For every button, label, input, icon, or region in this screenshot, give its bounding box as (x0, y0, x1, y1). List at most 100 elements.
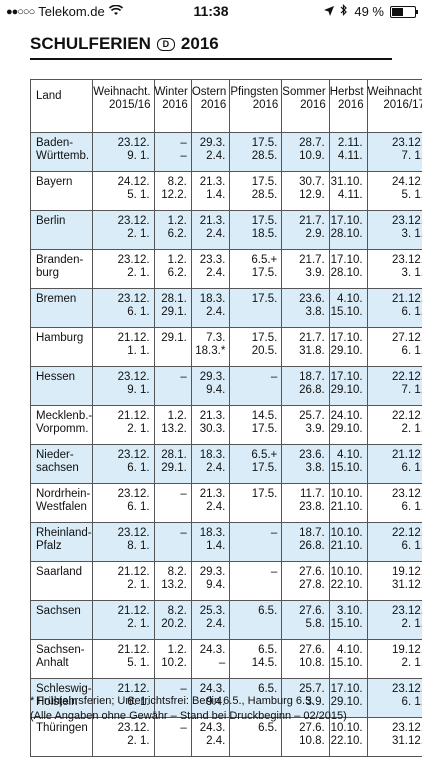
holiday-dates: 23.12. 3. 1. (367, 250, 422, 289)
holiday-dates: 1.2. 13.2. (154, 406, 191, 445)
holiday-dates: 22.12. 2. 1. (367, 406, 422, 445)
holiday-dates: 4.10. 15.10. (329, 289, 367, 328)
holiday-dates: 17.10. 28.10. (329, 211, 367, 250)
column-header: Weihnacht. 2015/16 (93, 80, 154, 133)
state-name: Sachsen- Anhalt (31, 640, 93, 679)
holiday-dates: 21.7. 3.9. (282, 250, 329, 289)
column-header: Sommer 2016 (282, 80, 329, 133)
holiday-dates: 21.12. 5. 1. (93, 640, 154, 679)
state-name: Nordrhein- Westfalen (31, 484, 93, 523)
holiday-dates: 23.12. 2. 1. (367, 601, 422, 640)
holiday-dates: 21.12. 6. 1. (367, 289, 422, 328)
holiday-dates: 24.3. – (191, 640, 230, 679)
column-header: Land (31, 80, 93, 133)
holiday-dates: 21.3. 1.4. (191, 172, 230, 211)
title-text: SCHULFERIEN (30, 34, 151, 54)
holiday-dates: 10.10. 21.10. (329, 484, 367, 523)
holiday-dates: 23.12. 6. 1. (367, 484, 422, 523)
holiday-dates: 6.5. 14.5. (230, 640, 282, 679)
footnotes: * Frühjahrsferien; Unterrichtsfrei: Berl… (30, 694, 347, 724)
battery-icon (390, 6, 416, 18)
holiday-dates: 23.12. 3. 1. (367, 211, 422, 250)
holiday-dates: 14.5. 17.5. (230, 406, 282, 445)
state-name: Berlin (31, 211, 93, 250)
state-name: Bremen (31, 289, 93, 328)
holiday-dates: 17.10. 29.10. (329, 367, 367, 406)
holiday-dates: 23.6. 3.8. (282, 445, 329, 484)
holiday-dates: 17.5. (230, 484, 282, 523)
location-icon (324, 4, 334, 19)
holiday-dates: 8.2. 12.2. (154, 172, 191, 211)
status-bar: ●●○○○ Telekom.de 11:38 49 % (0, 0, 422, 22)
holiday-dates: 21.12. 2. 1. (93, 406, 154, 445)
holiday-dates: 30.7. 12.9. (282, 172, 329, 211)
holiday-dates: 1.2. 6.2. (154, 250, 191, 289)
footnote-holidays: * Frühjahrsferien; Unterrichtsfrei: Berl… (30, 694, 347, 709)
holiday-dates: 11.7. 23.8. (282, 484, 329, 523)
holiday-dates: – (154, 484, 191, 523)
holiday-dates: 21.3. 2.4. (191, 484, 230, 523)
holiday-dates: 6.5. (230, 601, 282, 640)
holiday-dates: 18.3. 2.4. (191, 445, 230, 484)
holiday-dates: 23.12. 8. 1. (93, 523, 154, 562)
holiday-dates: – – (154, 133, 191, 172)
holiday-dates: 18.7. 26.8. (282, 523, 329, 562)
holiday-dates: 1.2. 10.2. (154, 640, 191, 679)
holiday-dates: 25.3. 2.4. (191, 601, 230, 640)
holiday-dates: 17.10. 29.10. (329, 328, 367, 367)
battery-percent: 49 % (354, 4, 384, 19)
title-year: 2016 (181, 34, 219, 54)
holiday-dates: 23.12. 31.12. (367, 718, 422, 757)
holiday-dates: 29.3. 9.4. (191, 562, 230, 601)
holiday-dates: 23.12. 9. 1. (93, 367, 154, 406)
bluetooth-icon (340, 4, 348, 19)
state-name: Sachsen (31, 601, 93, 640)
holiday-dates: 23.12. 9. 1. (93, 133, 154, 172)
holiday-dates: 27.6. 5.8. (282, 601, 329, 640)
holiday-dates: 17.5. 28.5. (230, 172, 282, 211)
holiday-dates: 18.7. 26.8. (282, 367, 329, 406)
holiday-dates: 21.12. 2. 1. (93, 601, 154, 640)
holiday-dates: – (230, 367, 282, 406)
holiday-dates: 27.6. 27.8. (282, 562, 329, 601)
holiday-dates: 3.10. 15.10. (329, 601, 367, 640)
holiday-dates: 8.2. 20.2. (154, 601, 191, 640)
holiday-dates: 23.12. 7. 1. (367, 133, 422, 172)
holiday-dates: 21.3. 30.3. (191, 406, 230, 445)
holiday-dates: 25.7. 3.9. (282, 406, 329, 445)
table-row: Mecklenb.- Vorpomm.21.12. 2. 1.1.2. 13.2… (31, 406, 422, 445)
state-name: Mecklenb.- Vorpomm. (31, 406, 93, 445)
holiday-dates: 29.1. (154, 328, 191, 367)
holiday-dates: 4.10. 15.10. (329, 445, 367, 484)
holiday-dates: 23.3. 2.4. (191, 250, 230, 289)
state-name: Baden- Württemb. (31, 133, 93, 172)
holiday-dates: 21.12. 1. 1. (93, 328, 154, 367)
state-name: Nieder- sachsen (31, 445, 93, 484)
holiday-dates: 22.12. 6. 1. (367, 523, 422, 562)
state-name: Hamburg (31, 328, 93, 367)
holiday-dates: 21.12. 6. 1. (367, 445, 422, 484)
holiday-dates: 10.10. 21.10. (329, 523, 367, 562)
column-header: Weihnacht. 2016/17 (367, 80, 422, 133)
holiday-dates: 23.12. 2. 1. (93, 211, 154, 250)
state-name: Branden- burg (31, 250, 93, 289)
page-title: SCHULFERIEN D 2016 (30, 34, 219, 54)
holiday-dates: 23.12. 6. 1. (93, 484, 154, 523)
holiday-dates: 7.3. 18.3.* (191, 328, 230, 367)
holiday-dates: 27.6. 10.8. (282, 640, 329, 679)
holiday-dates: 2.11. 4.11. (329, 133, 367, 172)
holiday-dates: 21.3. 2.4. (191, 211, 230, 250)
holiday-dates: 23.12. 6. 1. (93, 289, 154, 328)
holiday-dates: 31.10. 4.11. (329, 172, 367, 211)
holiday-dates: 29.3. 9.4. (191, 367, 230, 406)
holiday-dates: 17.10. 28.10. (329, 250, 367, 289)
column-header: Ostern 2016 (191, 80, 230, 133)
holiday-table: Land Weihnacht. 2015/16 Winter 2016 Oste… (30, 79, 422, 757)
holiday-dates: 17.5. 28.5. (230, 133, 282, 172)
